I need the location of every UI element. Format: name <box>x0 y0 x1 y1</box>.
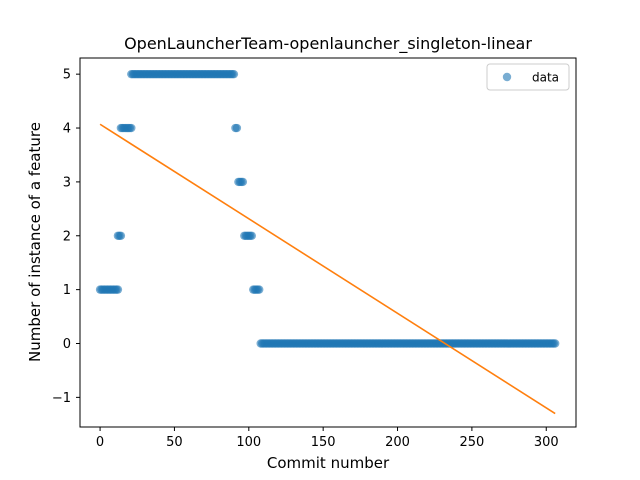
data-point <box>255 285 264 294</box>
x-tick-label: 50 <box>166 435 183 450</box>
y-axis-label: Number of instance of a feature <box>26 122 44 362</box>
data-point <box>550 339 560 348</box>
y-tick-label: 0 <box>63 337 71 352</box>
x-tick-label: 250 <box>459 435 484 450</box>
chart-title: OpenLauncherTeam-openlauncher_singleton-… <box>124 34 532 54</box>
x-tick-label: 300 <box>534 435 559 450</box>
x-tick-label: 100 <box>236 435 261 450</box>
y-tick-label: 4 <box>63 122 71 137</box>
data-point <box>232 123 242 133</box>
data-point <box>116 231 126 240</box>
fit-line <box>99 123 556 415</box>
data-point <box>229 69 239 79</box>
x-axis-label: Commit number <box>267 454 390 472</box>
y-tick-label: 2 <box>63 229 71 244</box>
x-tick-label: 200 <box>385 435 410 450</box>
y-tick-label: 3 <box>63 175 71 190</box>
x-tick-label: 150 <box>311 435 336 450</box>
legend-label: data <box>532 71 559 85</box>
legend-box <box>486 63 570 91</box>
axes-frame <box>79 57 577 428</box>
y-tick-label: −1 <box>52 391 71 406</box>
data-point <box>238 177 248 187</box>
legend: data <box>486 63 570 91</box>
y-tick-label: 5 <box>63 68 71 83</box>
data-point <box>113 285 123 294</box>
legend-marker <box>502 72 512 82</box>
data-point <box>247 231 256 240</box>
plot-area <box>95 69 560 415</box>
axes: 0 50 100 150 200 250 300 −1 0 1 2 3 4 5 <box>52 57 577 450</box>
y-tick-label: 1 <box>63 283 71 298</box>
x-tick-label: 0 <box>96 435 104 450</box>
data-point <box>127 123 136 133</box>
